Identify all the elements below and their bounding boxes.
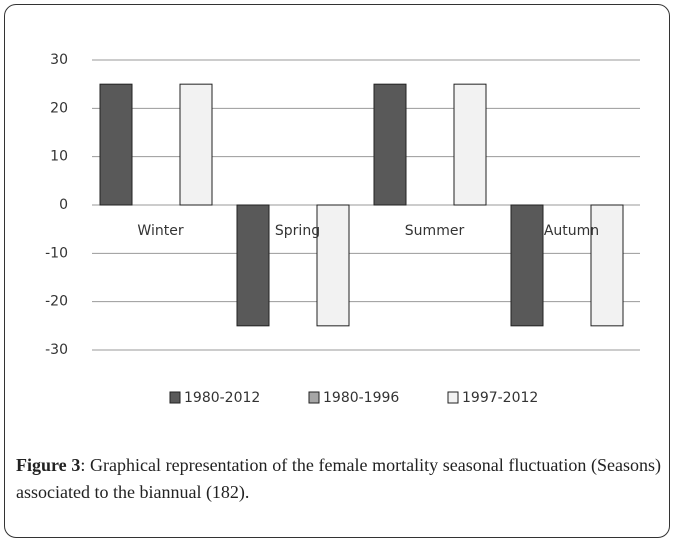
x-tick-label: Autumn: [544, 223, 599, 239]
bar: [99, 83, 133, 206]
bar: [316, 204, 350, 327]
y-tick-label: 0: [59, 197, 68, 213]
legend-swatch: [447, 391, 459, 404]
bar: [590, 204, 624, 327]
frame: [4, 4, 670, 538]
x-tick-label: Summer: [405, 223, 465, 239]
legend-swatch: [169, 391, 181, 404]
caption-text: : Graphical representation of the female…: [16, 455, 662, 502]
x-tick-label: Spring: [275, 223, 320, 239]
chart: 30 20 10 0 -10 -20 -30 Winter Spring Summer Autumn…: [45, 52, 640, 406]
legend-swatch: [308, 391, 320, 404]
legend-label: 1997-2012: [462, 390, 538, 406]
caption: Figure 3: Graphical representation of th…: [16, 452, 661, 506]
caption-label: Figure 3: [16, 455, 81, 475]
y-tick-label: 10: [50, 149, 68, 165]
legend-label: 1980-2012: [184, 390, 260, 406]
y-tick-label: 30: [50, 52, 68, 68]
legend-label: 1980-1996: [323, 390, 399, 406]
bar: [510, 204, 544, 327]
bar: [453, 83, 487, 206]
bar: [179, 83, 213, 206]
x-tick-label: Winter: [137, 223, 183, 239]
y-tick-label: -20: [45, 294, 68, 310]
bar: [236, 204, 270, 327]
y-tick-label: 20: [50, 100, 68, 116]
y-tick-label: -10: [45, 245, 68, 261]
bar: [373, 83, 407, 206]
y-tick-label: -30: [45, 342, 68, 358]
